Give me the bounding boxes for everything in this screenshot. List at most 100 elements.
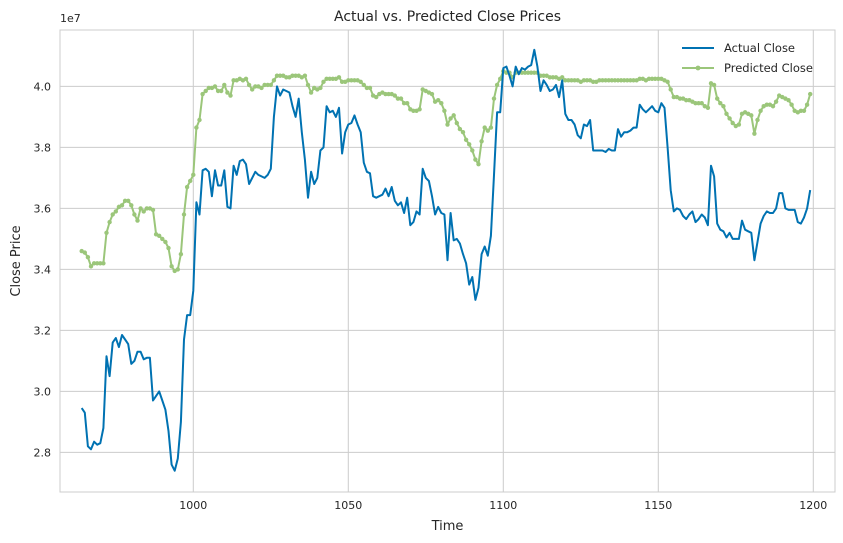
data-point — [786, 97, 791, 103]
legend-label: Actual Close — [724, 41, 795, 55]
data-point — [696, 100, 701, 106]
data-point — [169, 264, 174, 269]
data-point — [649, 76, 655, 81]
data-point — [144, 206, 149, 211]
data-point — [646, 76, 652, 81]
data-point — [305, 82, 311, 88]
plot-frame — [59, 29, 836, 493]
data-point — [327, 76, 332, 81]
data-point — [758, 108, 763, 114]
data-point — [336, 75, 342, 80]
data-point — [82, 250, 88, 255]
data-point — [225, 90, 230, 95]
data-point — [764, 102, 769, 107]
data-point — [157, 233, 162, 239]
data-point — [798, 108, 804, 114]
data-point — [181, 212, 187, 217]
data-point — [243, 76, 249, 81]
data-point — [231, 78, 236, 83]
data-point — [392, 93, 397, 98]
data-point — [212, 84, 218, 89]
data-point — [253, 84, 258, 89]
data-point — [203, 88, 208, 94]
x-tick-label: 1000 — [179, 499, 207, 512]
data-point — [597, 78, 602, 83]
data-point — [541, 73, 546, 78]
data-point — [429, 91, 435, 97]
data-point — [126, 198, 131, 203]
data-point — [736, 122, 742, 127]
data-point — [302, 73, 308, 78]
data-point — [773, 99, 779, 104]
data-point — [711, 82, 717, 88]
y-tick-label: 4.0 — [34, 80, 52, 93]
x-tick-label: 1150 — [644, 499, 672, 512]
data-point — [770, 104, 776, 109]
data-point — [808, 91, 813, 97]
grid — [60, 30, 835, 492]
data-point — [101, 261, 106, 266]
data-point — [178, 251, 184, 257]
data-point — [448, 116, 453, 121]
data-point — [668, 87, 673, 92]
data-point — [318, 85, 323, 91]
data-point — [467, 142, 472, 147]
data-point — [566, 78, 571, 83]
data-point — [277, 73, 283, 78]
data-point — [522, 70, 528, 75]
data-point — [532, 70, 537, 75]
data-point — [293, 73, 298, 78]
data-point — [383, 91, 388, 97]
data-point — [219, 88, 224, 94]
data-point — [525, 70, 531, 75]
data-point — [346, 78, 351, 83]
data-point — [228, 93, 233, 98]
data-point — [473, 157, 478, 162]
data-point — [584, 78, 590, 83]
data-point — [529, 70, 534, 75]
data-point — [684, 97, 689, 103]
data-point — [730, 120, 735, 126]
data-point — [95, 261, 100, 266]
data-point — [358, 79, 363, 85]
data-point — [631, 78, 636, 83]
data-point — [628, 78, 633, 83]
data-point — [395, 96, 401, 101]
data-point — [188, 178, 193, 184]
data-point — [339, 79, 345, 85]
data-point — [200, 91, 205, 97]
data-point — [637, 76, 642, 81]
legend: Actual Close Predicted Close — [682, 41, 813, 75]
data-point — [324, 76, 329, 81]
data-point — [135, 218, 140, 223]
data-point — [206, 85, 211, 91]
data-point — [727, 116, 732, 121]
data-point — [451, 113, 456, 118]
data-point — [271, 78, 277, 83]
y-tick-label: 3.4 — [34, 263, 52, 276]
data-point — [439, 100, 444, 106]
data-point — [184, 184, 190, 190]
data-point — [246, 82, 252, 88]
data-point — [284, 75, 289, 80]
series-predicted-close — [79, 68, 813, 274]
data-point — [612, 78, 618, 83]
legend-label: Predicted Close — [724, 61, 813, 75]
x-axis-label: Time — [431, 519, 464, 534]
data-point — [560, 75, 565, 80]
data-point — [308, 90, 314, 95]
data-point — [250, 87, 255, 92]
data-point — [436, 97, 441, 103]
data-point — [194, 125, 199, 130]
data-point — [191, 172, 196, 178]
data-point — [132, 212, 137, 217]
series-actual-close — [80, 48, 812, 472]
data-point — [482, 125, 487, 130]
data-point — [129, 203, 134, 208]
data-point — [150, 207, 156, 213]
data-point — [110, 212, 115, 217]
data-point — [656, 76, 661, 81]
data-point — [361, 82, 366, 88]
x-tick-label: 1200 — [799, 499, 827, 512]
data-point — [671, 94, 676, 100]
